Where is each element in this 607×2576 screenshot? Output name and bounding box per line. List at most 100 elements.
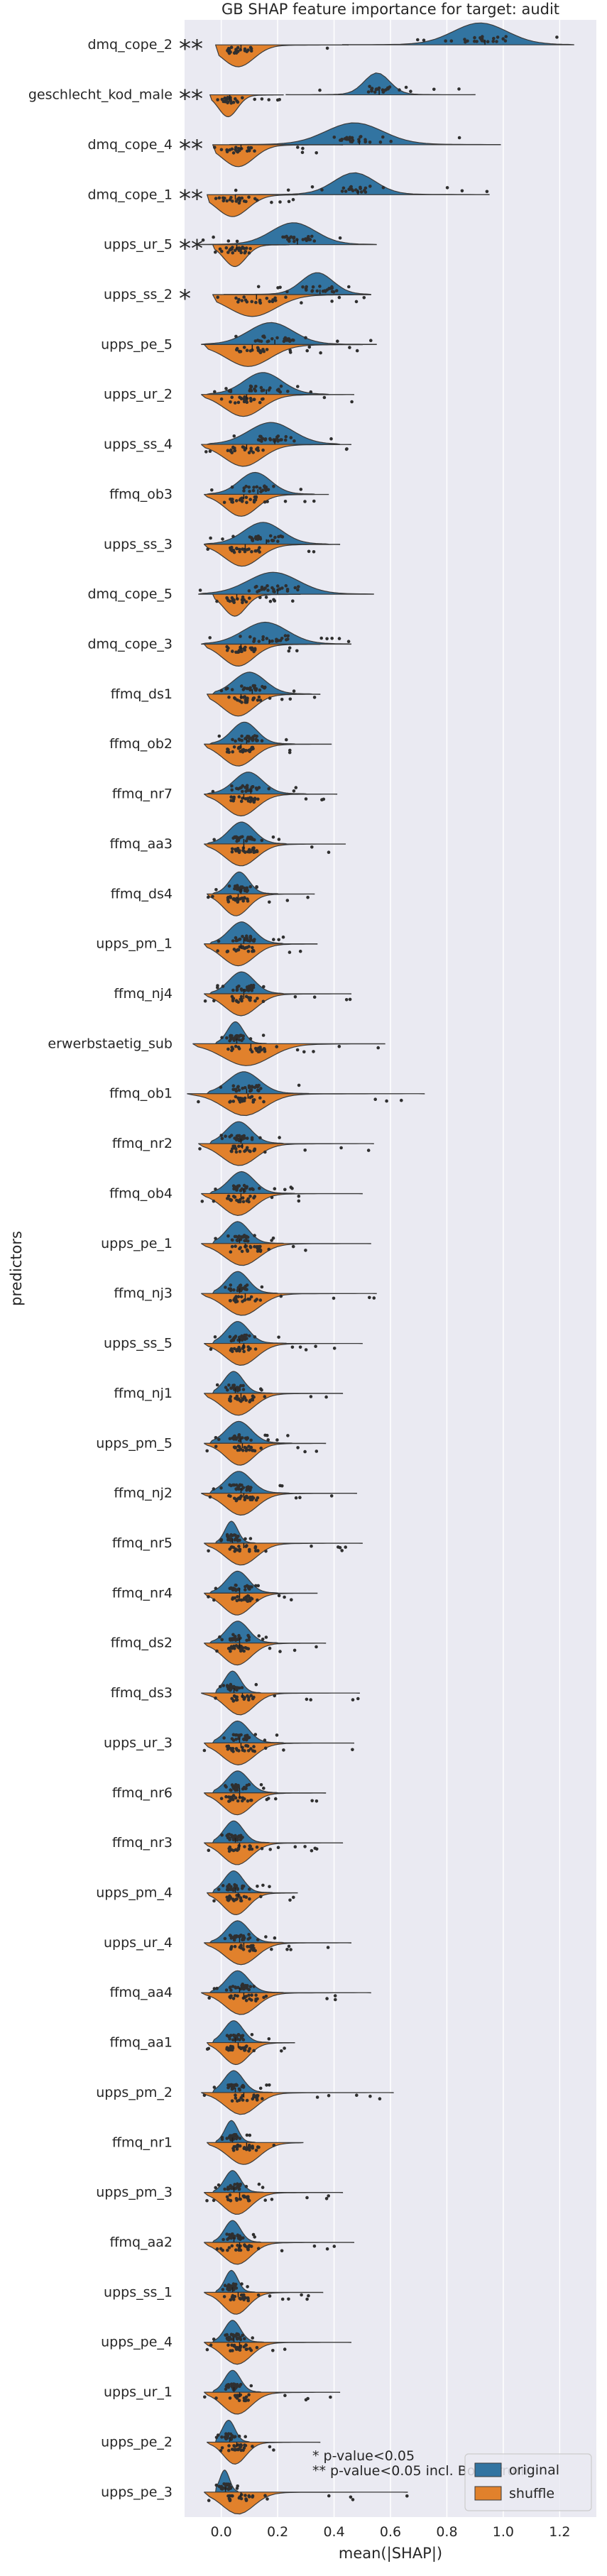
strip-point — [246, 1945, 249, 1949]
strip-point — [231, 2038, 235, 2041]
strip-point — [241, 2293, 245, 2297]
strip-point — [267, 786, 271, 791]
strip-point — [491, 40, 495, 43]
strip-point — [257, 640, 261, 643]
strip-point — [241, 1737, 246, 1741]
strip-point — [251, 2232, 256, 2237]
strip-point — [232, 550, 236, 554]
strip-point — [270, 1239, 273, 1242]
strip-point — [251, 785, 255, 789]
strip-point — [226, 2337, 229, 2341]
strip-point — [230, 847, 234, 851]
strip-point — [325, 1997, 329, 2000]
strip-point — [253, 938, 256, 941]
strip-point — [232, 2287, 236, 2291]
strip-point — [253, 1147, 257, 1151]
strip-point — [251, 538, 254, 542]
strip-point — [208, 636, 212, 640]
strip-point — [247, 736, 251, 740]
strip-point — [237, 850, 241, 855]
strip-point — [247, 2049, 251, 2053]
strip-point — [254, 1999, 258, 2003]
violin-original — [285, 72, 476, 96]
strip-point — [258, 1298, 263, 1302]
strip-point — [214, 2435, 219, 2440]
strip-point — [307, 345, 312, 349]
strip-point — [259, 385, 263, 390]
strip-point — [284, 583, 288, 588]
strip-point — [241, 935, 244, 938]
strip-point — [372, 1296, 376, 1300]
strip-point — [213, 390, 217, 394]
strip-point — [245, 1437, 248, 1441]
strip-point — [235, 786, 239, 791]
strip-point — [266, 500, 269, 503]
strip-point — [214, 1445, 218, 1449]
strip-point — [246, 889, 250, 892]
strip-point — [248, 1985, 253, 1988]
strip-point — [241, 2038, 246, 2041]
strip-point — [246, 1599, 250, 1603]
predictor-label: ffmq_nj3 — [114, 1286, 173, 1301]
strip-point — [278, 438, 283, 442]
strip-point — [485, 190, 489, 194]
predictor-label: upps_pm_5 — [96, 1435, 173, 1451]
strip-point — [279, 1294, 283, 1298]
strip-point — [246, 1736, 249, 1740]
strip-point — [480, 35, 484, 39]
strip-point — [248, 1297, 252, 1301]
strip-point — [247, 1698, 251, 1701]
strip-point — [234, 949, 238, 953]
strip-point — [381, 185, 385, 190]
strip-point — [268, 1646, 272, 1650]
violin-original — [229, 122, 501, 146]
strip-point — [200, 1200, 204, 1203]
strip-point — [264, 1935, 268, 1939]
strip-point — [221, 2248, 225, 2252]
strip-point — [241, 1337, 245, 1340]
strip-point — [237, 197, 241, 201]
strip-point — [248, 397, 253, 400]
strip-point — [262, 985, 266, 989]
strip-point — [249, 736, 253, 740]
strip-point — [238, 2296, 242, 2301]
strip-point — [254, 1682, 258, 1687]
strip-point — [248, 2148, 251, 2152]
strip-point — [238, 1549, 241, 1553]
strip-point — [230, 2232, 234, 2236]
predictor-group — [207, 1870, 298, 1916]
strip-point — [363, 138, 367, 141]
strip-point — [225, 2137, 229, 2140]
strip-point — [336, 339, 339, 344]
strip-point — [256, 1938, 260, 1941]
strip-point — [241, 2098, 245, 2102]
strip-point — [236, 2033, 241, 2037]
strip-point — [241, 1796, 245, 1800]
strip-point — [273, 1187, 277, 1190]
predictor-group — [204, 1820, 344, 1865]
strip-point — [241, 1449, 245, 1452]
strip-point — [289, 1948, 292, 1951]
strip-point — [217, 196, 222, 200]
strip-point — [260, 838, 264, 843]
strip-point — [234, 1089, 239, 1093]
strip-point — [247, 945, 251, 948]
strip-point — [240, 2034, 244, 2038]
strip-point — [231, 151, 236, 155]
violin-original — [212, 1371, 273, 1394]
strip-point — [236, 1435, 241, 1439]
strip-point — [219, 2449, 223, 2452]
strip-point — [376, 1046, 380, 1050]
strip-point — [276, 1846, 280, 1849]
strip-point — [229, 1638, 232, 1642]
strip-point — [212, 2086, 217, 2089]
strip-point — [292, 439, 296, 443]
strip-point — [258, 537, 263, 541]
strip-point — [246, 899, 250, 903]
strip-point — [283, 2394, 287, 2397]
strip-point — [363, 188, 366, 192]
strip-point — [340, 190, 344, 193]
strip-point — [250, 647, 254, 652]
strip-point — [245, 1646, 249, 1650]
strip-point — [256, 997, 259, 1000]
